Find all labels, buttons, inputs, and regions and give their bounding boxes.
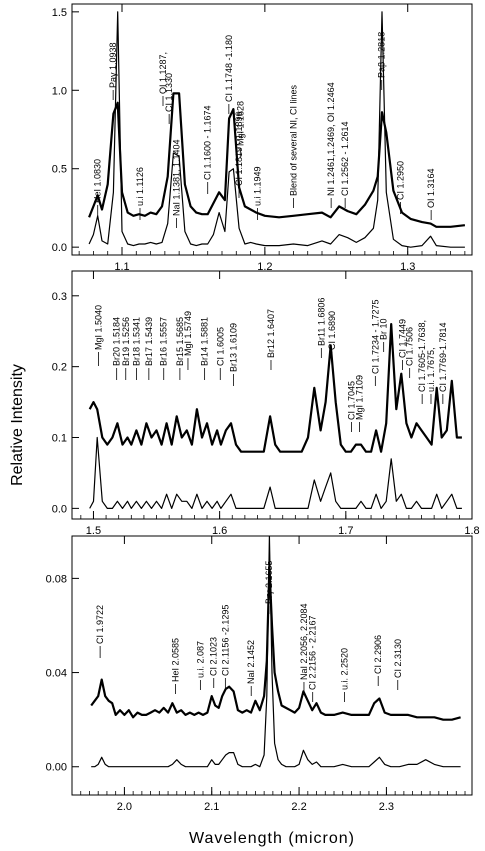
- line-annotation: MgI 1.1828: [235, 101, 245, 146]
- line-annotation: CI 1.1819 - 1.1896: [234, 111, 244, 186]
- panels: 1.1 1.2 1.3 0.0 0.5 1.0 1.5 HeI 1.0830 Paγ 1.093…: [46, 3, 480, 813]
- line-annotation: Br13 1.6109: [228, 323, 238, 372]
- line-annotation: CI 1.7769-1.7814: [438, 322, 448, 392]
- x-tick-label: 1.2: [257, 261, 272, 273]
- line-annotation: Br20 1.5184: [112, 317, 122, 366]
- line-annotation: Paβ 1.2818: [377, 32, 387, 78]
- panel-frame: [71, 270, 473, 520]
- line-annotation: CI 1.9722: [95, 605, 105, 644]
- y-tick-label: 0.3: [52, 291, 67, 303]
- y-tick-label: 0.1: [52, 433, 67, 445]
- line-annotation: CI 1.7449: [397, 319, 407, 358]
- x-tick-label: 1.6: [212, 525, 227, 537]
- line-annotation: CI 1.6890: [327, 311, 337, 350]
- line-annotation: Br14 1.5881: [200, 317, 210, 366]
- line-annotation: u.i. 1.7675,: [426, 347, 436, 392]
- x-tick-label: 2.2: [291, 801, 306, 813]
- line-annotation: HeI 1.0830: [93, 159, 103, 203]
- line-annotation: NaI 2.1452: [246, 640, 256, 684]
- line-annotation: CI 1.2562 - 1.2614: [340, 121, 350, 196]
- y-tick-label: 1.0: [52, 85, 67, 97]
- line-annotation: Br15 1.5685: [175, 317, 185, 366]
- line-annotation: OI 1.1287,: [158, 52, 168, 94]
- line-annotation: CI 1.1600 - 1.1674: [203, 105, 213, 180]
- line-annotation: CI 2.1156 -2.1295: [220, 605, 230, 676]
- line-annotation: MgI 1.5040: [93, 305, 103, 350]
- line-annotation: CI 2.2906: [373, 635, 383, 674]
- line-annotation: NI 1.2461,1.2469, OI 1.2464: [326, 82, 336, 196]
- line-annotation: OI 1.3164: [426, 168, 436, 208]
- x-axis-label: Wavelength (micron): [189, 830, 355, 847]
- panel-2: 1.5 1.6 1.7 1.8 0.0 0.1 0.2 0.3 MgI 1.5040 Br20 1…: [52, 270, 480, 537]
- line-annotation: Br19 1.5256: [121, 317, 131, 366]
- y-tick-label: 1.5: [52, 7, 67, 19]
- x-tick-label: 1.1: [114, 261, 129, 273]
- x-tick-label: 1.3: [400, 261, 415, 273]
- line-annotation: Br16 1.5557: [159, 317, 169, 366]
- line-annotation: Brγ 2.1655: [264, 560, 274, 604]
- line-annotation: HeI 2.0585: [170, 638, 180, 682]
- line-annotation: Br12 1.6407: [266, 309, 276, 358]
- line-annotation: Br11 1.6806: [316, 298, 326, 346]
- line-annotation: MgI 1.7109: [355, 375, 365, 420]
- y-tick-label: 0.5: [52, 164, 67, 176]
- y-tick-label: 0.2: [52, 362, 67, 374]
- line-annotation: Br 10: [379, 318, 389, 340]
- x-tick-label: 1.7: [338, 525, 353, 537]
- x-tick-label: 2.0: [117, 801, 132, 813]
- line-annotation: Paγ 1.0938: [108, 42, 118, 88]
- line-annotation: CI 1.1748 -1.180: [224, 35, 234, 102]
- line-annotation: CI 1.7045: [346, 381, 356, 420]
- x-tick-label: 2.3: [379, 801, 394, 813]
- spectrum-line-upper: [88, 92, 466, 228]
- line-annotation: CI 1.7605-1.7638,: [417, 320, 427, 392]
- line-annotation: u.i. 2.087: [195, 641, 205, 678]
- line-annotation: MgI 1.5749: [183, 311, 193, 356]
- y-tick-label: 0.0: [52, 242, 67, 254]
- line-annotation: Br18 1.5341: [131, 317, 141, 366]
- panel-3: 2.0 2.1 2.2 2.3 0.00 0.04 0.08 CI 1.9722 HeI 2.0…: [46, 535, 473, 813]
- line-annotation: Br17 1.5439: [144, 317, 154, 366]
- line-annotation: CI 1.1330: [164, 73, 174, 112]
- spectrum-line-lower: [91, 536, 461, 768]
- line-annotation: NaI 1.1381, 1.1404: [171, 139, 181, 216]
- line-annotation: CI 2.1023: [209, 637, 219, 676]
- line-annotation: CI 1.6005: [215, 327, 225, 366]
- line-annotation: CI 1.2950: [396, 161, 406, 200]
- spectrum-line-lower: [89, 436, 462, 509]
- line-annotation: u.i 1.1126: [135, 167, 145, 206]
- line-annotation: CI 2.3130: [393, 639, 403, 678]
- y-tick-label: 0.04: [46, 668, 67, 680]
- y-tick-label: 0.00: [46, 762, 67, 774]
- spectrum-line-upper: [90, 565, 461, 721]
- y-tick-label: 0.0: [52, 503, 67, 515]
- x-tick-label: 1.8: [464, 525, 479, 537]
- line-annotation: NaI 2.2056, 2.2084: [299, 603, 309, 680]
- line-annotation: CI 1.7506: [405, 327, 415, 366]
- x-tick-label: 2.1: [204, 801, 219, 813]
- line-annotation: u.i 1.1949: [253, 166, 263, 206]
- panel-1: 1.1 1.2 1.3 0.0 0.5 1.0 1.5 HeI 1.0830 Paγ 1.093…: [52, 3, 473, 273]
- line-annotation: Blend of several NI, CI lines: [288, 84, 298, 196]
- line-annotation: CI 1.7234 - 1.7275: [370, 299, 380, 374]
- spectrum-line-upper: [88, 323, 462, 453]
- y-axis-label: Relative Intensity: [9, 364, 26, 486]
- panel-frame: [71, 3, 473, 256]
- line-annotation: u.i. 2.2520: [339, 648, 349, 690]
- spectrum-line-lower: [88, 11, 465, 248]
- panel-frame: [71, 535, 473, 796]
- x-tick-label: 1.5: [86, 525, 101, 537]
- line-annotation: CI 2.2156 - 2.2167: [308, 615, 318, 690]
- y-tick-label: 0.08: [46, 573, 67, 585]
